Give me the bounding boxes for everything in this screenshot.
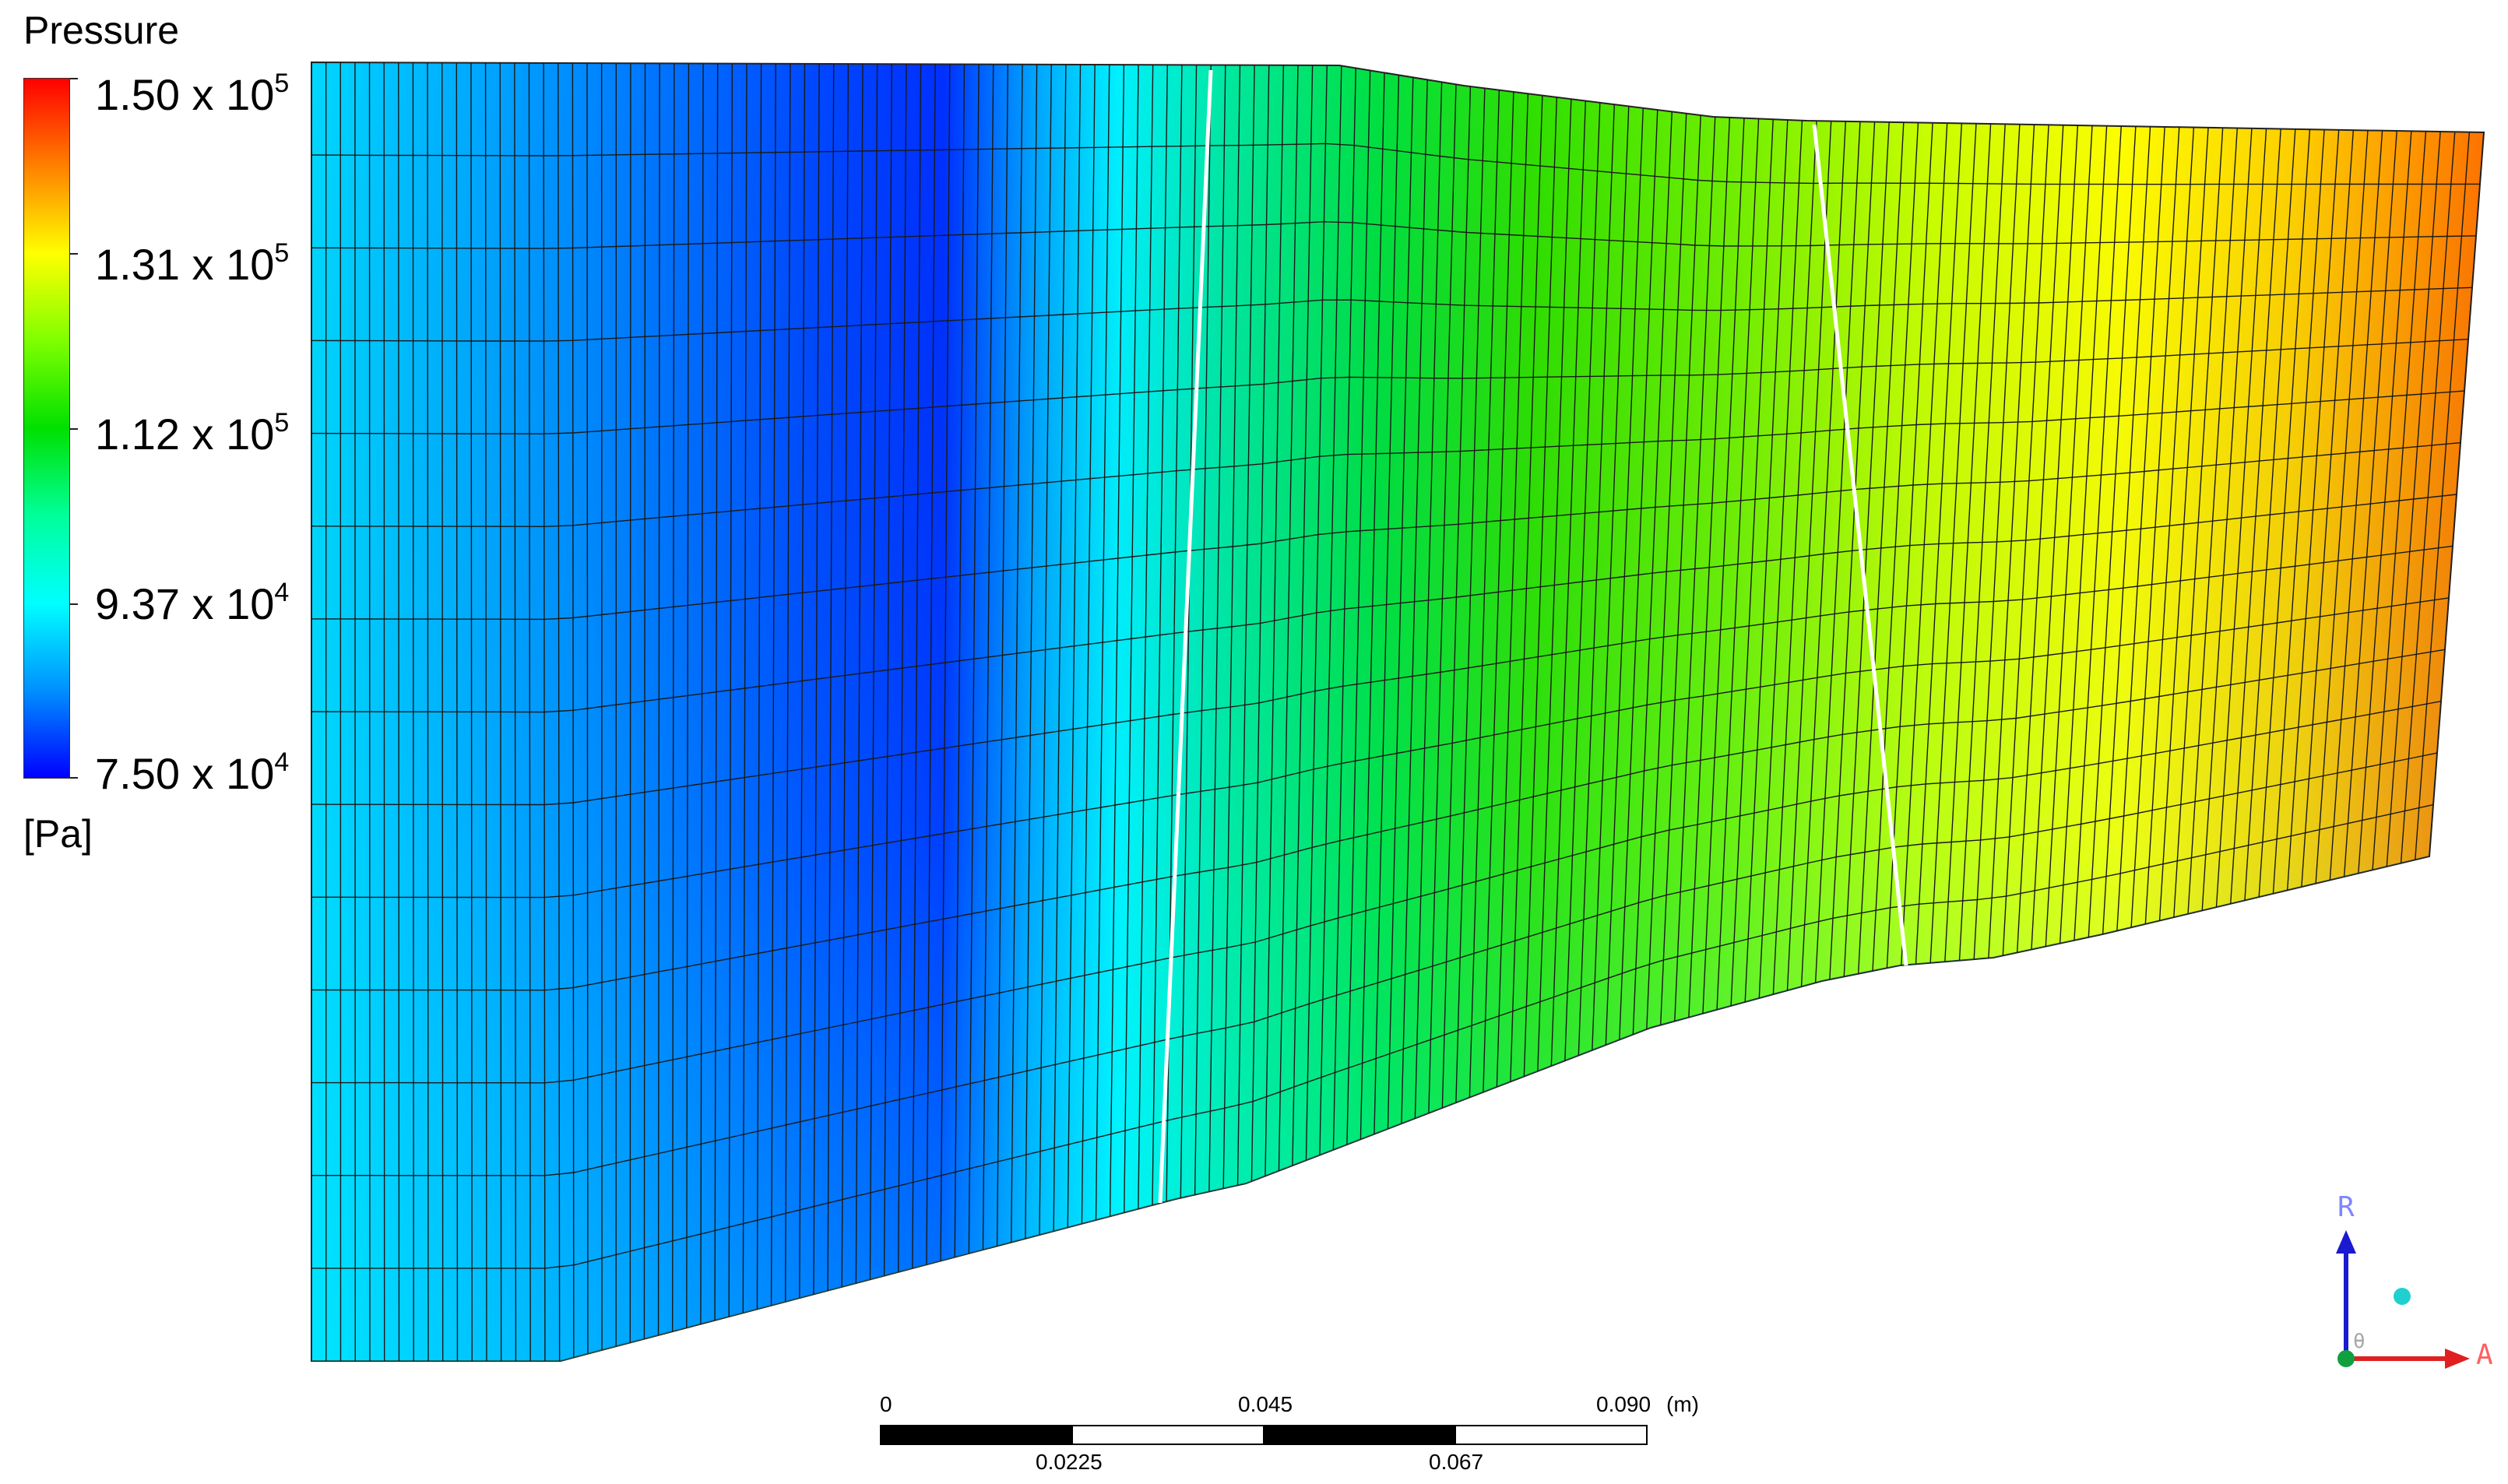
scale-segment-3 (1263, 1425, 1456, 1445)
pressure-colorbar (23, 78, 70, 779)
scale-label-quarter: 0.0225 (1036, 1450, 1103, 1474)
scale-unit: (m) (1666, 1392, 1699, 1416)
r-axis-label: R (2337, 1191, 2355, 1223)
scale-label-max: 0.090 (1596, 1392, 1651, 1416)
axis-triad: R A θ (2297, 1191, 2508, 1386)
legend-unit: [Pa] (23, 812, 93, 856)
scale-segment-2 (1071, 1425, 1265, 1445)
colorbar-tick-label: 1.12 x 105 (95, 408, 290, 459)
mesh-line-streamwise (311, 545, 2453, 806)
mesh-line-streamwise (311, 390, 2465, 528)
colorbar-tick-mark (70, 253, 78, 255)
theta-axis-label: θ (2353, 1330, 2366, 1353)
a-axis-arrowhead (2445, 1349, 2470, 1369)
rotor-blade-interface (1158, 69, 1213, 1204)
mesh-line-streamwise (311, 649, 2446, 991)
colorbar-tick-mark (70, 428, 78, 430)
a-axis-label: A (2476, 1339, 2493, 1371)
mesh-line-streamwise (311, 221, 2477, 249)
scale-label-three-quarter: 0.067 (1429, 1450, 1484, 1474)
mesh-line-streamwise (311, 752, 2438, 1176)
scale-bar: 0 0.045 0.090 (m) 0.0225 0.067 (880, 1392, 1699, 1476)
mesh-line-streamwise (311, 441, 2461, 621)
r-axis-arrowhead (2336, 1230, 2356, 1254)
mesh-line-streamwise (311, 287, 2473, 342)
mesh-grid (311, 62, 2484, 1361)
mesh-line-streamwise (311, 804, 2434, 1269)
scale-segment-1 (880, 1425, 1073, 1445)
colorbar-tick-mark (70, 777, 78, 779)
stator-blade-interface (1812, 124, 1908, 966)
mesh-line-streamwise (311, 494, 2457, 713)
triad-sphere (2394, 1288, 2411, 1305)
colorbar-tick-mark (70, 78, 78, 79)
colorbar-tick-label: 9.37 x 104 (95, 578, 290, 628)
colorbar-tick-mark (70, 603, 78, 605)
colorbar-tick-label-min: 7.50 x 104 (95, 747, 290, 798)
triad-graphic (2336, 1230, 2470, 1369)
mesh-line-streamwise (311, 339, 2469, 434)
colorbar-tick-label: 1.31 x 105 (95, 238, 290, 289)
scale-label-0: 0 (880, 1392, 892, 1416)
mesh-line-spanwise (558, 62, 561, 1361)
scale-segment-4 (1454, 1425, 1648, 1445)
triad-origin (2337, 1350, 2355, 1367)
colorbar-tick-label-max: 1.50 x 105 (95, 69, 290, 119)
mesh-line-streamwise (311, 597, 2450, 898)
legend-title: Pressure (23, 9, 180, 52)
mesh-line-streamwise (311, 142, 2481, 185)
scale-label-mid: 0.045 (1238, 1392, 1293, 1416)
mesh-line-streamwise (311, 701, 2442, 1084)
